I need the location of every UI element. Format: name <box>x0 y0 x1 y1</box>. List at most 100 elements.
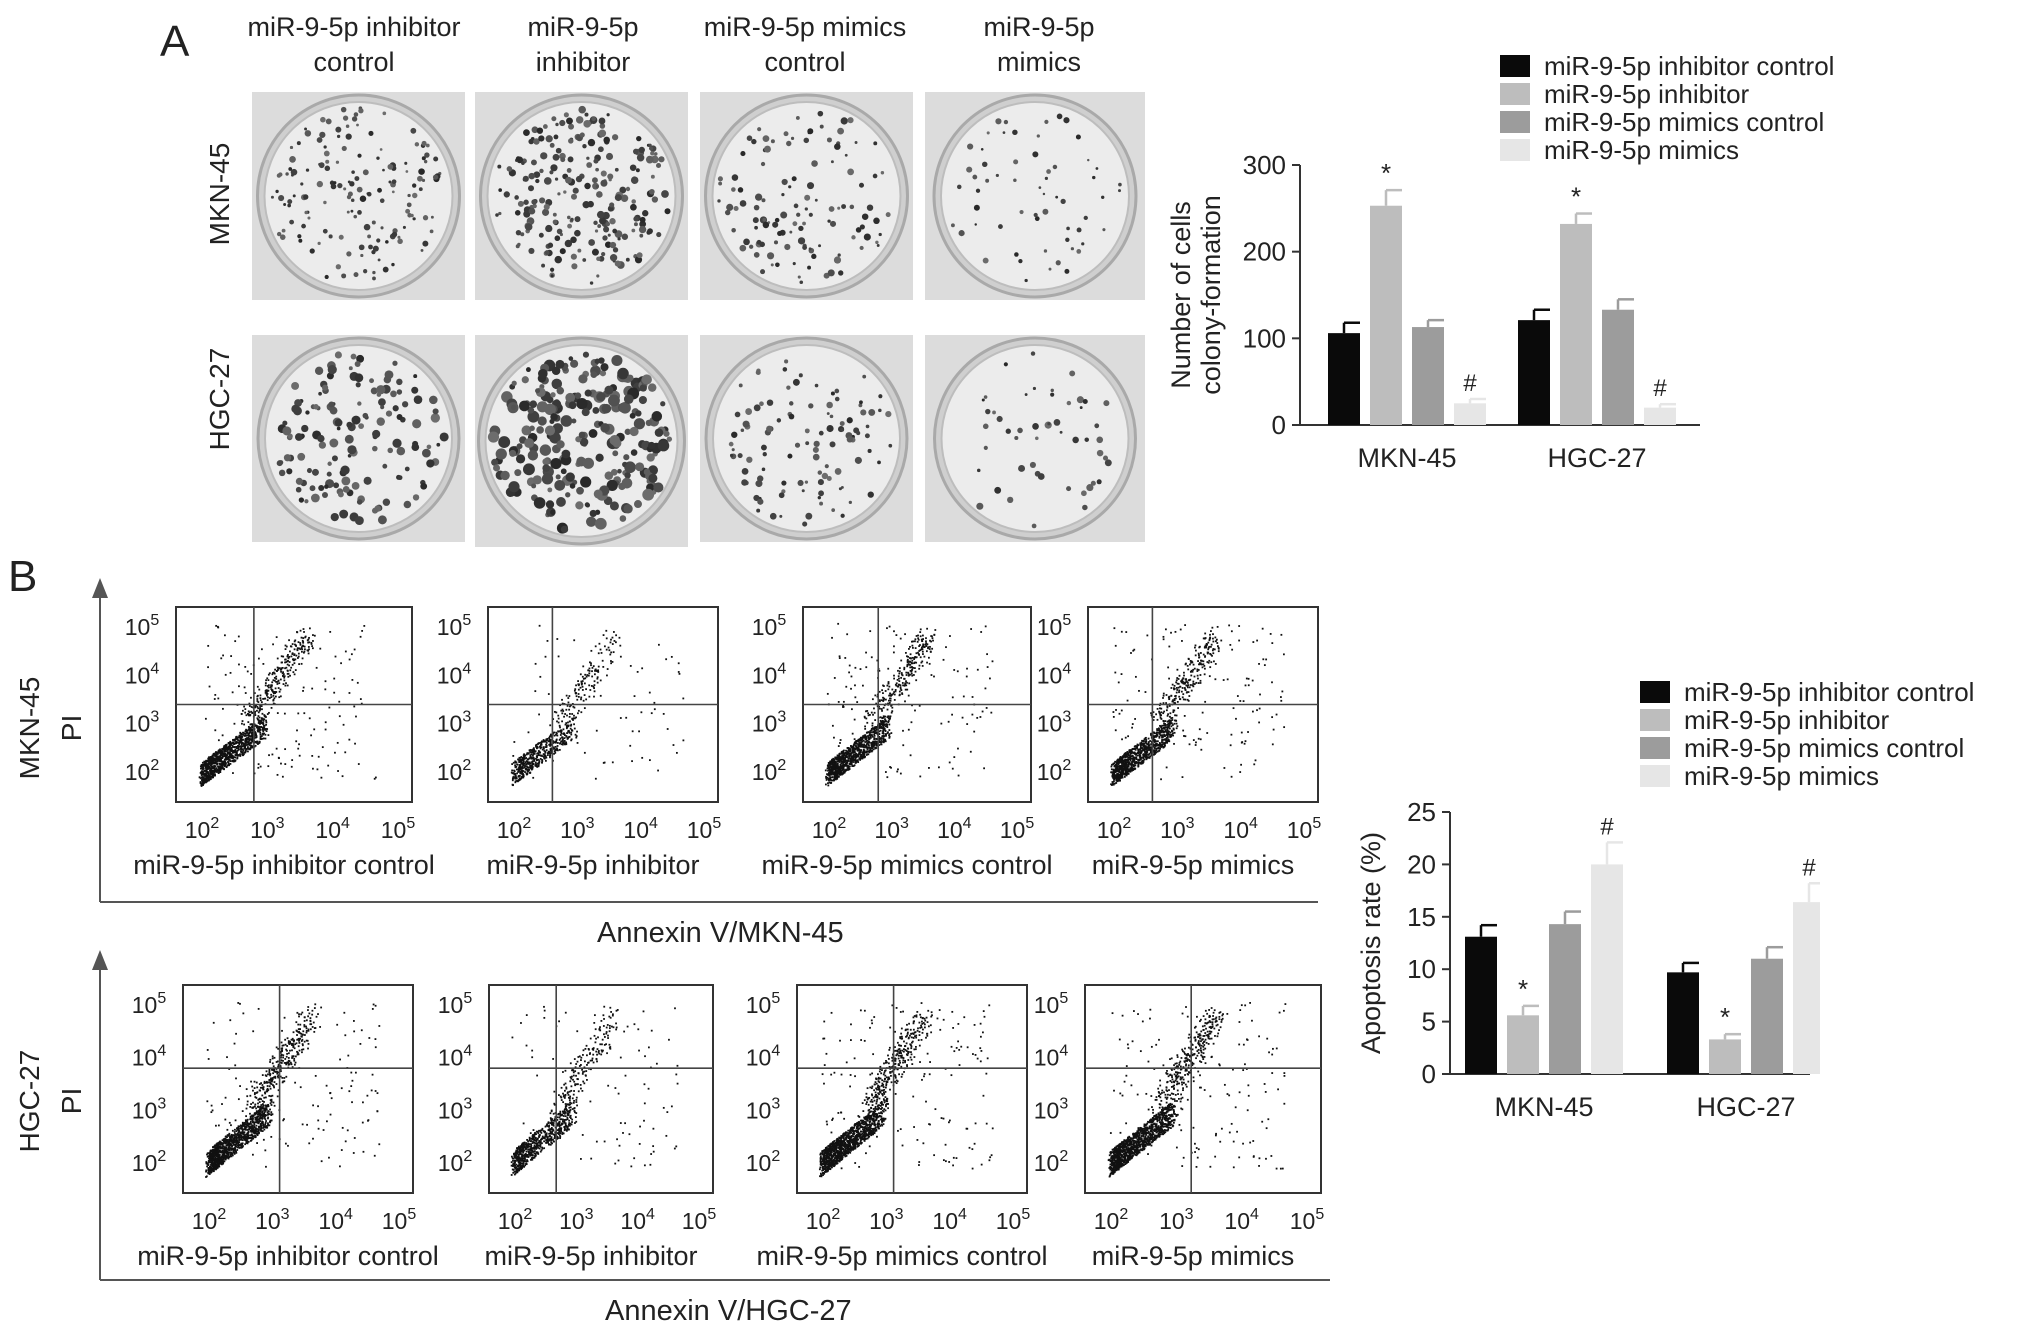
flow-x-tick-label: 102 <box>497 815 532 843</box>
panel-a-label: A <box>160 17 190 66</box>
bar <box>1507 1015 1539 1074</box>
flow-x-tick-label: 104 <box>1224 1206 1259 1234</box>
legend-label: miR-9-5p mimics <box>1544 134 1739 165</box>
significance-mark: # <box>1463 370 1477 397</box>
bar <box>1602 309 1634 425</box>
significance-mark: * <box>1571 182 1581 212</box>
significance-mark: # <box>1653 375 1667 402</box>
category-label: HGC-27 <box>1547 443 1646 473</box>
y-tick-label: 10 <box>1407 954 1436 984</box>
flow-cytometry-plot: 105 104 103 102 102 103 104 105 miR-9-5p mimics … <box>640 585 1053 880</box>
flow-x-tick-label: 103 <box>1160 815 1195 843</box>
flow-cytometry-plot: 105 104 103 102 102 103 104 105 miR-9-5p inhibit… <box>110 963 439 1271</box>
legend-label: miR-9-5p mimics <box>1684 760 1879 791</box>
flow-plot-label: miR-9-5p inhibitor <box>486 850 699 880</box>
flow-y-tick-label: 105 <box>437 612 472 640</box>
flow-x-tick-label: 104 <box>1223 815 1258 843</box>
bar <box>1518 320 1550 425</box>
flow-row-label-mkn45: MKN-45 <box>14 676 45 780</box>
legend-entry: miR-9-5p inhibitor <box>1640 704 1974 735</box>
legend-entry: miR-9-5p mimics control <box>1640 733 1974 763</box>
flow-plot-label: miR-9-5p mimics <box>1092 1241 1295 1271</box>
colony-dish-photo <box>700 335 913 542</box>
flow-y-tick-label: 104 <box>437 660 472 688</box>
flow-plot-label: miR-9-5p inhibitor control <box>137 1241 439 1271</box>
flow-x-tick-label: 104 <box>318 1206 353 1234</box>
flow-x-tick-label: 102 <box>1097 815 1132 843</box>
flow-cytometry-plot: 105 104 103 102 102 103 104 105 miR-9-5p inhibit… <box>380 585 738 880</box>
flow-plot-label: miR-9-5p inhibitor <box>484 1241 697 1271</box>
flow-x-tick-label: 102 <box>192 1206 227 1234</box>
flow-y-tick-label: 105 <box>132 990 167 1018</box>
bar <box>1793 902 1825 1074</box>
y-tick-label: 25 <box>1407 797 1436 827</box>
flow-y-tick-label: 104 <box>125 660 160 688</box>
flow-y-tick-label: 102 <box>1034 1148 1069 1176</box>
significance-mark: * <box>1381 158 1391 188</box>
flow-plot-label: miR-9-5p inhibitor control <box>133 850 435 880</box>
column-header-3: miR-9-5p mimics control <box>703 12 907 78</box>
colony-dish-photo <box>475 92 688 300</box>
legend-swatch <box>1640 709 1670 731</box>
flow-y-tick-label: 104 <box>438 1043 473 1071</box>
legend-swatch <box>1500 139 1530 161</box>
bar <box>1591 864 1623 1074</box>
legend-swatch <box>1500 83 1530 105</box>
flow-x-tick-label: 102 <box>1094 1206 1129 1234</box>
colony-bar-chart: 0 100 200 300 Number of cellscolony-formatio… <box>1150 140 1710 485</box>
y-tick-label: 300 <box>1243 150 1286 180</box>
legend-entry: miR-9-5p mimics <box>1500 134 1834 165</box>
flow-y-tick-label: 105 <box>1037 612 1072 640</box>
significance-mark: # <box>1600 813 1614 840</box>
legend-label: miR-9-5p inhibitor <box>1684 704 1890 735</box>
apoptosis-bar-chart: 0 5 10 15 20 25 Apoptosis rate (%) * # MKN-45 * # HG… <box>1340 790 1825 1135</box>
flow-plot-label: miR-9-5p mimics control <box>761 850 1052 880</box>
flow-y-tick-label: 103 <box>1034 1095 1069 1123</box>
flow-cytometry-plot: 105 104 103 102 102 103 104 105 miR-9-5p mimics <box>930 585 1338 880</box>
flow-y-tick-label: 102 <box>125 757 160 785</box>
flow-y-tick-label: 103 <box>752 709 787 737</box>
colony-dish-photo <box>700 92 913 300</box>
flow-x-tick-label: 103 <box>250 815 285 843</box>
bar <box>1549 924 1581 1074</box>
legend-entry: miR-9-5p mimics control <box>1500 107 1834 137</box>
bar <box>1454 403 1486 425</box>
legend-swatch <box>1500 55 1530 77</box>
apoptosis-chart-legend: miR-9-5p inhibitor control miR-9-5p inhib… <box>1640 677 1974 791</box>
bar <box>1412 327 1444 425</box>
legend-swatch <box>1500 111 1530 133</box>
flow-x-tick-label: 103 <box>559 1206 594 1234</box>
colony-dish-photo <box>475 335 688 547</box>
y-tick-label: 0 <box>1422 1059 1436 1089</box>
category-label: MKN-45 <box>1357 443 1456 473</box>
flow-y-tick-label: 105 <box>1034 990 1069 1018</box>
flow-x-tick-label: 102 <box>812 815 847 843</box>
bar <box>1560 223 1592 425</box>
y-tick-label: 200 <box>1243 237 1286 267</box>
y-tick-label: 0 <box>1272 410 1286 440</box>
annexin-label-hgc27: Annexin V/HGC-27 <box>605 1295 852 1327</box>
flow-y-tick-label: 103 <box>1037 709 1072 737</box>
flow-cytometry-plot: 105 104 103 102 102 103 104 105 miR-9-5p mimics <box>920 963 1341 1271</box>
bar <box>1370 205 1402 425</box>
y-tick-label: 20 <box>1407 849 1436 879</box>
flow-y-tick-label: 105 <box>438 990 473 1018</box>
flow-x-tick-label: 102 <box>498 1206 533 1234</box>
significance-mark: * <box>1720 1002 1730 1032</box>
flow-cytometry-plot: 105 104 103 102 102 103 104 105 miR-9-5p inhibit… <box>380 963 733 1271</box>
bar <box>1667 972 1699 1074</box>
category-label: HGC-27 <box>1696 1092 1795 1122</box>
flow-cytometry-plot: 105 104 103 102 102 103 104 105 miR-9-5p inhibit… <box>110 585 435 880</box>
flow-plot-label: miR-9-5p mimics control <box>756 1241 1047 1271</box>
colony-chart-legend: miR-9-5p inhibitor control miR-9-5p inhib… <box>1500 51 1834 165</box>
y-axis-label: Number of cellscolony-formation <box>1166 195 1226 395</box>
flow-x-tick-label: 105 <box>1287 815 1322 843</box>
flow-y-tick-label: 105 <box>746 990 781 1018</box>
colony-dish-photo <box>925 92 1145 300</box>
y-tick-label: 100 <box>1243 323 1286 353</box>
annexin-label-mkn45: Annexin V/MKN-45 <box>597 917 844 949</box>
flow-x-tick-label: 102 <box>185 815 220 843</box>
bar <box>1328 333 1360 425</box>
flow-y-tick-label: 103 <box>132 1095 167 1123</box>
flow-x-tick-label: 105 <box>1290 1206 1325 1234</box>
